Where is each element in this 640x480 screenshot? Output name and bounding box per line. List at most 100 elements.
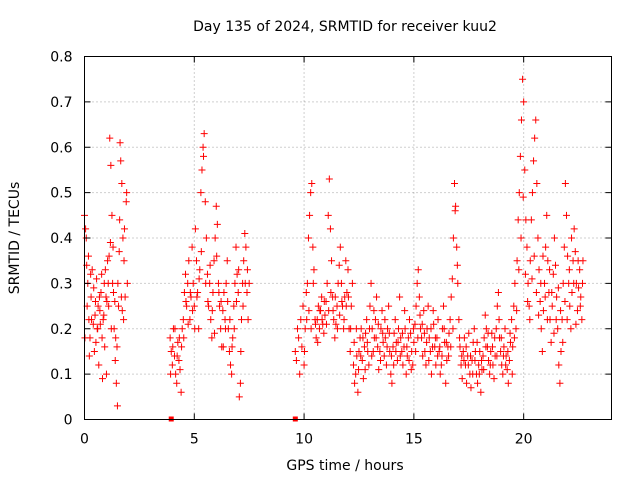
data-point <box>85 352 93 360</box>
data-point <box>228 343 236 351</box>
data-point <box>202 234 210 242</box>
y-tick-label: 0.2 <box>50 322 72 338</box>
data-point <box>394 338 402 346</box>
data-point <box>470 325 478 333</box>
data-point <box>480 334 488 342</box>
data-point <box>182 270 190 278</box>
data-point <box>243 266 251 274</box>
data-point <box>404 334 412 342</box>
data-point <box>433 334 441 342</box>
data-point <box>213 220 221 228</box>
data-point <box>233 270 241 278</box>
data-point <box>460 357 468 365</box>
data-point <box>112 379 120 387</box>
data-point <box>190 302 198 310</box>
data-point <box>336 311 344 319</box>
data-point <box>366 302 374 310</box>
data-point <box>196 266 204 274</box>
data-point <box>447 293 455 301</box>
data-point <box>314 302 322 310</box>
data-point <box>207 316 215 324</box>
data-point <box>509 343 517 351</box>
data-point <box>568 234 576 242</box>
data-point <box>488 343 496 351</box>
data-point <box>309 243 317 251</box>
y-tick-label: 0.3 <box>50 276 72 292</box>
data-point <box>100 311 108 319</box>
data-point <box>189 307 197 315</box>
data-point <box>475 361 483 369</box>
data-point <box>482 325 490 333</box>
data-point <box>332 320 340 328</box>
data-point <box>387 352 395 360</box>
data-point <box>447 343 455 351</box>
data-point <box>237 347 245 355</box>
data-point <box>178 343 186 351</box>
data-point <box>320 298 328 306</box>
data-point <box>118 180 126 188</box>
data-point <box>556 379 564 387</box>
data-point <box>485 357 493 365</box>
data-point <box>219 307 227 315</box>
data-point <box>561 180 569 188</box>
x-axis-label: GPS time / hours <box>286 458 403 474</box>
data-point <box>123 189 131 197</box>
data-point <box>579 279 587 287</box>
data-point <box>473 338 481 346</box>
data-point <box>372 334 380 342</box>
data-point <box>368 352 376 360</box>
data-point <box>307 189 315 197</box>
data-point <box>113 343 121 351</box>
data-point <box>187 293 195 301</box>
data-point <box>463 379 471 387</box>
data-point <box>475 370 483 378</box>
data-point <box>178 325 186 333</box>
data-point <box>429 307 437 315</box>
data-point <box>102 370 110 378</box>
data-point <box>560 243 568 251</box>
data-point <box>359 334 367 342</box>
data-point <box>200 152 208 160</box>
data-point <box>542 243 550 251</box>
data-point <box>189 279 197 287</box>
data-point <box>219 343 227 351</box>
data-point <box>568 288 576 296</box>
data-point <box>416 325 424 333</box>
data-point <box>396 352 404 360</box>
data-point <box>562 211 570 219</box>
data-point <box>101 343 109 351</box>
data-point <box>296 370 304 378</box>
data-point <box>462 343 470 351</box>
data-point <box>371 316 379 324</box>
chart-title: Day 135 of 2024, SRMTID for receiver kuu… <box>193 19 497 35</box>
data-point <box>291 347 299 355</box>
data-point <box>532 116 540 124</box>
data-point <box>312 320 320 328</box>
data-point <box>292 357 300 365</box>
data-point <box>324 211 332 219</box>
data-point <box>239 302 247 310</box>
data-point <box>572 320 580 328</box>
data-point <box>318 293 326 301</box>
x-tick-label: 0 <box>80 432 89 448</box>
data-point <box>426 347 434 355</box>
data-point <box>179 316 187 324</box>
data-point <box>381 316 389 324</box>
data-point <box>175 357 183 365</box>
data-point <box>559 338 567 346</box>
data-point <box>363 316 371 324</box>
data-point <box>333 325 341 333</box>
data-point <box>329 307 337 315</box>
data-point <box>344 266 352 274</box>
data-point <box>403 352 411 360</box>
data-point <box>304 234 312 242</box>
data-point <box>467 384 475 392</box>
data-point <box>537 279 545 287</box>
data-point <box>497 347 505 355</box>
data-point <box>211 234 219 242</box>
data-point <box>573 307 581 315</box>
data-point <box>295 334 303 342</box>
data-point <box>449 325 457 333</box>
data-point <box>352 325 360 333</box>
